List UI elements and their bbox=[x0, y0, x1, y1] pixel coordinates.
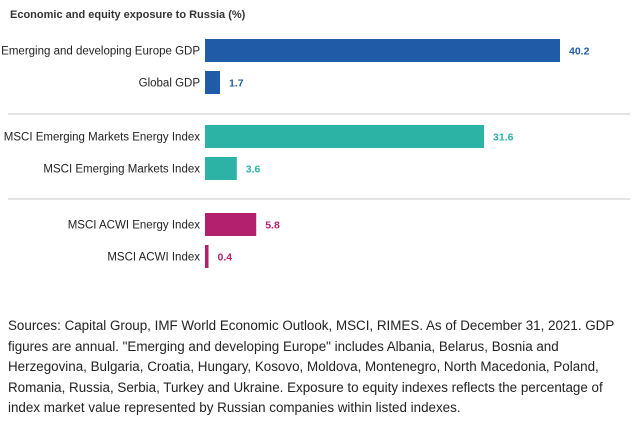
value-label: 40.2 bbox=[569, 46, 590, 58]
category-label: Emerging and developing Europe GDP bbox=[1, 46, 200, 58]
value-label: 5.8 bbox=[265, 220, 280, 232]
bar bbox=[205, 71, 221, 94]
value-label: 0.4 bbox=[218, 252, 233, 264]
category-label: MSCI ACWI Index bbox=[107, 252, 200, 264]
category-label: MSCI Emerging Markets Index bbox=[43, 164, 200, 176]
chart-title: Economic and equity exposure to Russia (… bbox=[10, 9, 246, 21]
bar bbox=[205, 213, 257, 236]
value-label: 1.7 bbox=[229, 78, 244, 90]
category-label: MSCI ACWI Energy Index bbox=[68, 220, 201, 232]
bar bbox=[205, 125, 485, 148]
bar-chart: Emerging and developing Europe GDP 40.2 Gl… bbox=[1, 39, 630, 268]
bar bbox=[205, 157, 237, 180]
bar bbox=[205, 39, 560, 62]
bar bbox=[205, 245, 209, 268]
value-label: 3.6 bbox=[246, 164, 261, 176]
sources-note: Sources: Capital Group, IMF World Econom… bbox=[8, 318, 615, 415]
category-label: MSCI Emerging Markets Energy Index bbox=[4, 132, 200, 144]
category-label: Global GDP bbox=[139, 78, 201, 90]
value-label: 31.6 bbox=[493, 132, 514, 144]
